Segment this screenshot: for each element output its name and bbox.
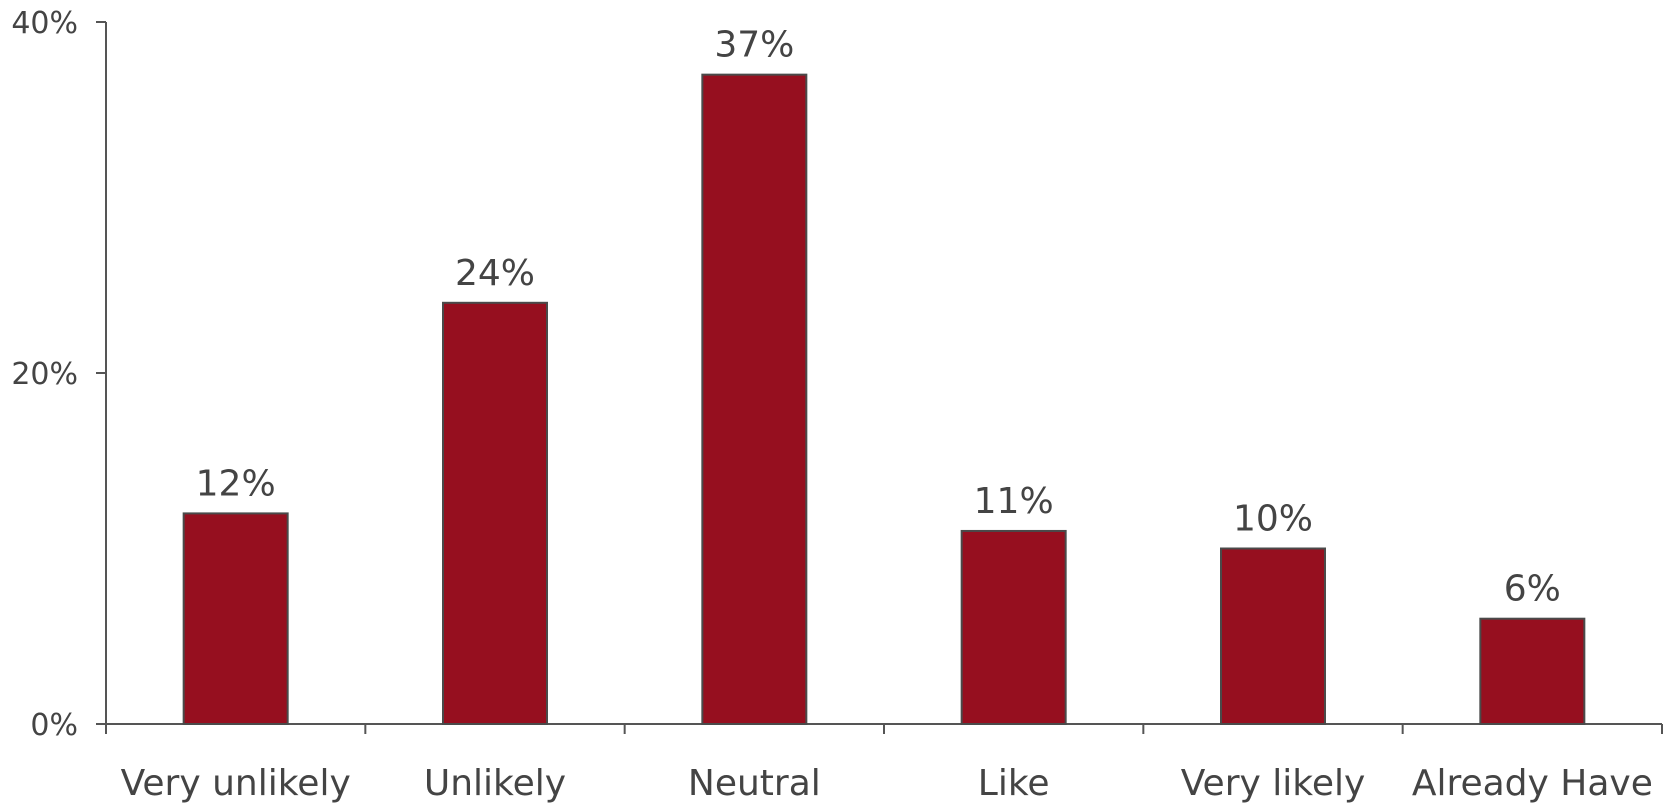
x-axis: Very unlikely Unlikely Neutral Like Very lik… xyxy=(105,723,1663,804)
data-labels: 12% 24% 37% 11% 10% 6% xyxy=(196,25,1561,610)
y-axis: 0% 20% 40% xyxy=(11,6,107,743)
bar xyxy=(960,529,1067,726)
bar xyxy=(1220,547,1326,725)
x-tick-label: Very unlikely xyxy=(121,763,351,804)
data-label: 12% xyxy=(196,463,276,504)
y-tick-label: 20% xyxy=(11,357,78,392)
x-tick-label: Very likely xyxy=(1181,763,1366,804)
data-label: 37% xyxy=(714,25,794,66)
x-tick-label: Already Have xyxy=(1412,763,1653,804)
x-tick-label: Unlikely xyxy=(424,763,566,804)
y-tick-label: 40% xyxy=(11,6,78,41)
bar xyxy=(1479,617,1586,726)
x-tick-label: Like xyxy=(978,763,1050,804)
y-tick-label: 0% xyxy=(30,708,78,743)
bar xyxy=(182,512,289,726)
bar xyxy=(701,73,808,725)
data-label: 24% xyxy=(455,253,535,294)
data-label: 11% xyxy=(974,481,1054,522)
bar xyxy=(442,301,548,725)
data-label: 6% xyxy=(1504,569,1561,610)
data-label: 10% xyxy=(1233,499,1313,540)
bars xyxy=(182,73,1586,726)
x-tick-label: Neutral xyxy=(688,763,821,804)
